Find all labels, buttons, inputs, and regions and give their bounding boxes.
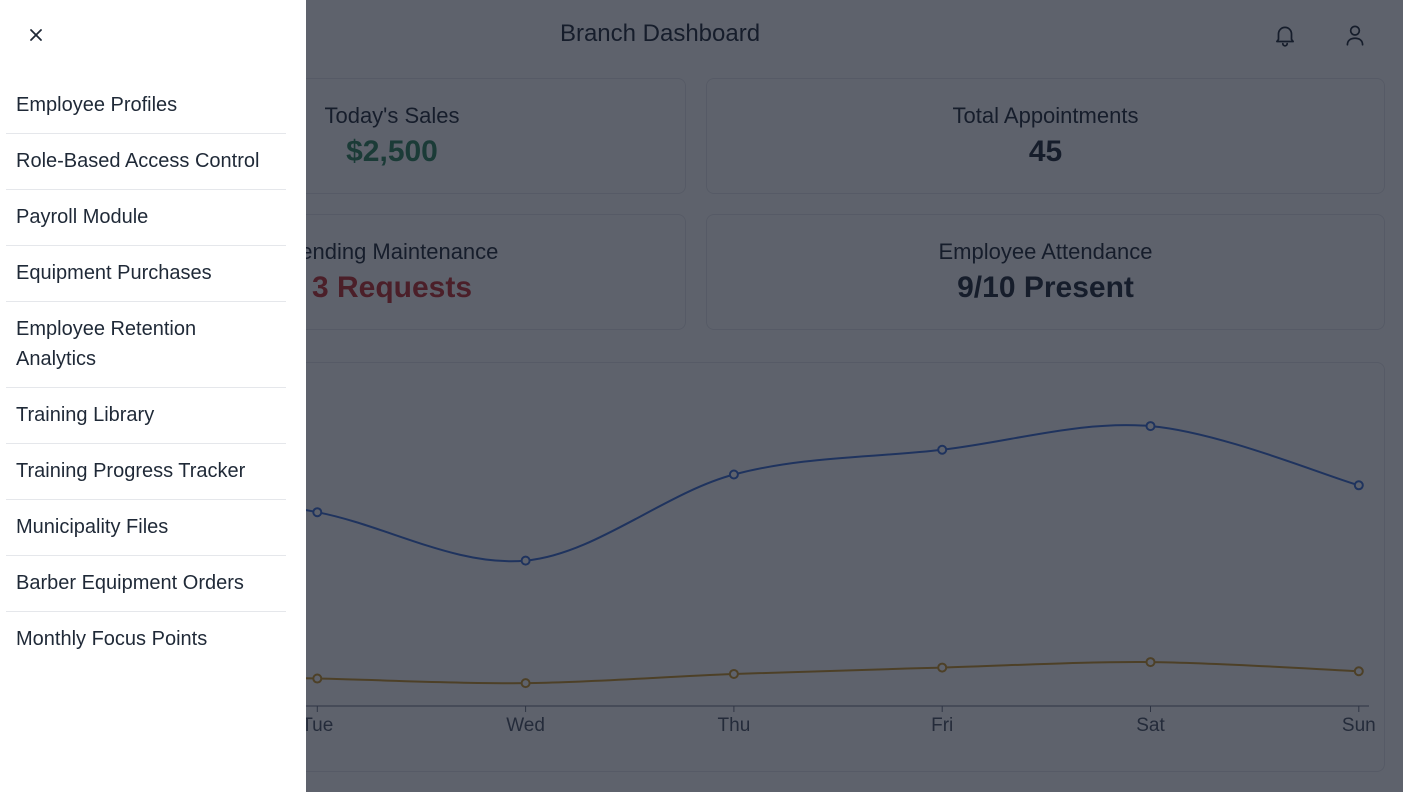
menu-item-role-based-access-control[interactable]: Role-Based Access Control [6,134,286,190]
menu-item-payroll-module[interactable]: Payroll Module [6,190,286,246]
menu-item-monthly-focus-points[interactable]: Monthly Focus Points [16,628,208,650]
menu-item-employee-retention-analytics[interactable]: Employee Retention Analytics [6,302,286,388]
navigation-drawer: Employee Profiles Role-Based Access Cont… [0,0,306,792]
menu-item-municipality-files[interactable]: Municipality Files [6,500,286,556]
menu-item-employee-profiles[interactable]: Employee Profiles [6,78,286,134]
menu-item-barber-equipment-orders[interactable]: Barber Equipment Orders [6,556,286,612]
drawer-menu: Employee Profiles Role-Based Access Cont… [6,78,286,667]
menu-item-training-library[interactable]: Training Library [6,388,286,444]
menu-item-equipment-purchases[interactable]: Equipment Purchases [6,246,286,302]
close-icon[interactable] [24,23,48,47]
menu-item-training-progress-tracker[interactable]: Training Progress Tracker [6,444,286,500]
